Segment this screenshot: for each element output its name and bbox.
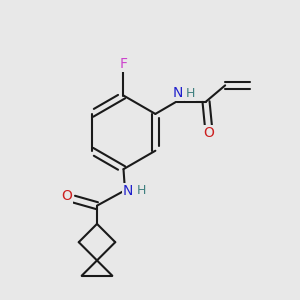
Text: N: N <box>123 184 133 198</box>
Text: H: H <box>137 184 146 197</box>
Text: H: H <box>186 87 195 100</box>
Text: N: N <box>173 86 183 100</box>
Text: O: O <box>203 126 214 140</box>
Text: O: O <box>61 189 72 203</box>
Text: F: F <box>119 57 128 71</box>
